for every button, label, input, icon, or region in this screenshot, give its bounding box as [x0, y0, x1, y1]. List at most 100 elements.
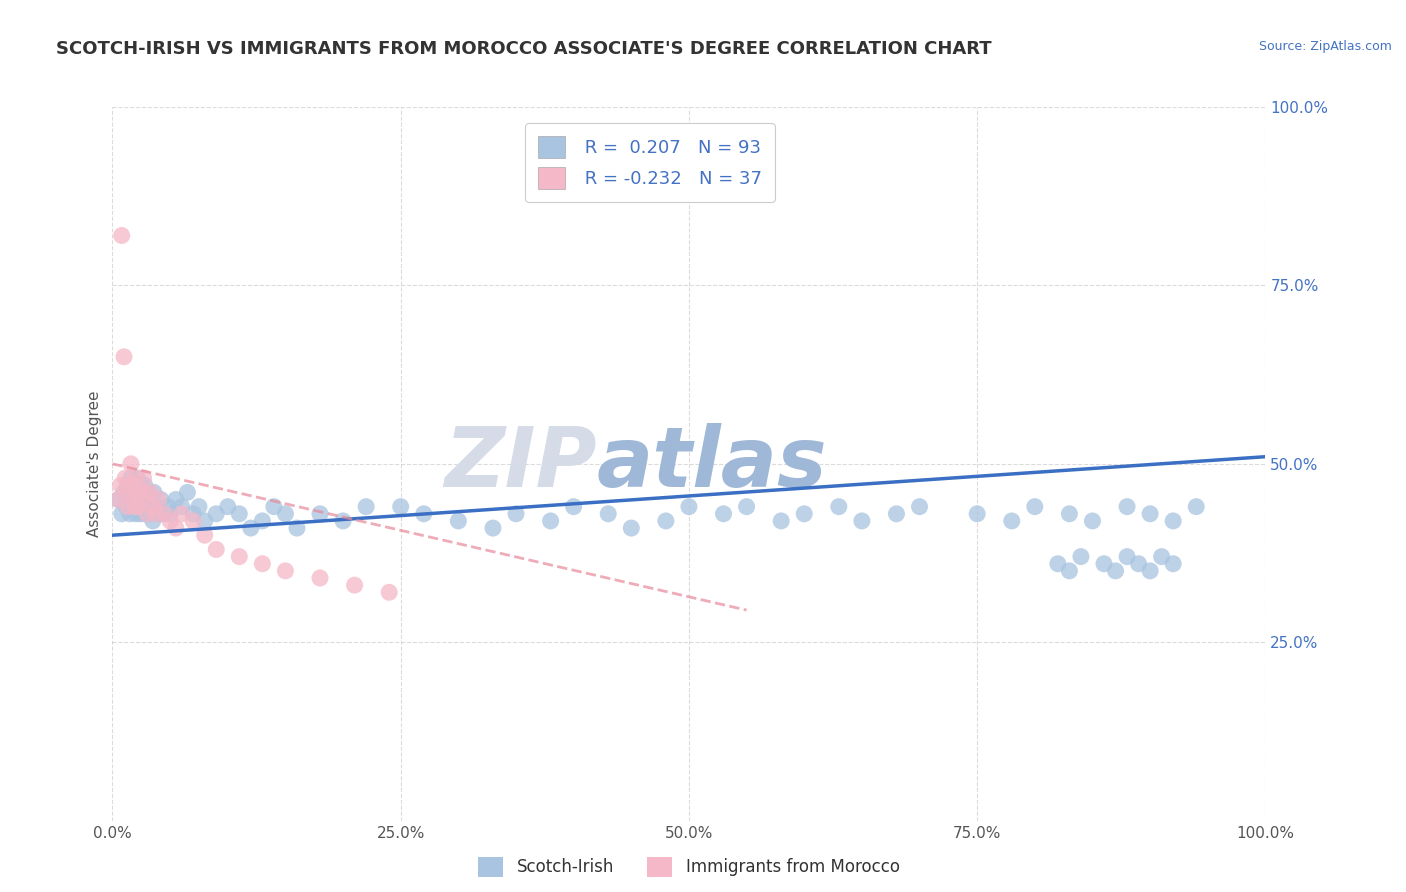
Point [205, 507, 228, 521]
Point [142, 514, 165, 528]
Point [378, 585, 401, 599]
Point [124, 500, 146, 514]
Point [128, 485, 150, 500]
Point [134, 507, 156, 521]
Point [120, 457, 142, 471]
Point [309, 571, 332, 585]
Point [135, 492, 157, 507]
Point [713, 507, 735, 521]
Point [1116, 549, 1139, 564]
Point [274, 507, 297, 521]
Point [153, 507, 176, 521]
Point [1001, 514, 1024, 528]
Point [127, 500, 149, 514]
Point [194, 514, 217, 528]
Point [447, 514, 470, 528]
Point [1139, 564, 1161, 578]
Point [735, 500, 758, 514]
Point [1059, 507, 1081, 521]
Point [139, 485, 162, 500]
Point [1150, 549, 1173, 564]
Point [165, 521, 187, 535]
Point [482, 521, 505, 535]
Point [505, 507, 527, 521]
Point [136, 500, 159, 514]
Point [1116, 500, 1139, 514]
Point [121, 485, 143, 500]
Text: SCOTCH-IRISH VS IMMIGRANTS FROM MOROCCO ASSOCIATE'S DEGREE CORRELATION CHART: SCOTCH-IRISH VS IMMIGRANTS FROM MOROCCO … [56, 40, 991, 58]
Point [1070, 549, 1092, 564]
Point [908, 500, 931, 514]
Point [117, 500, 139, 514]
Point [120, 471, 142, 485]
Point [153, 507, 176, 521]
Point [132, 471, 155, 485]
Point [1185, 500, 1208, 514]
Point [389, 500, 412, 514]
Point [127, 471, 149, 485]
Point [170, 507, 193, 521]
Point [1059, 564, 1081, 578]
Point [129, 478, 153, 492]
Point [886, 507, 908, 521]
Point [793, 507, 815, 521]
Point [170, 500, 193, 514]
Point [118, 492, 141, 507]
Point [149, 492, 172, 507]
Point [309, 507, 332, 521]
Point [228, 549, 250, 564]
Point [125, 485, 148, 500]
Point [118, 478, 141, 492]
Point [678, 500, 700, 514]
Point [332, 514, 354, 528]
Point [1161, 514, 1184, 528]
Point [181, 514, 204, 528]
Point [145, 507, 167, 521]
Point [194, 528, 217, 542]
Point [107, 492, 129, 507]
Point [274, 564, 297, 578]
Point [1104, 564, 1126, 578]
Point [181, 507, 204, 521]
Point [107, 492, 129, 507]
Point [111, 228, 134, 243]
Point [114, 471, 136, 485]
Point [122, 500, 145, 514]
Point [117, 478, 139, 492]
Point [138, 507, 160, 521]
Point [159, 514, 181, 528]
Point [132, 485, 155, 500]
Point [1024, 500, 1046, 514]
Point [118, 507, 141, 521]
Point [143, 485, 166, 500]
Point [828, 500, 851, 514]
Text: ZIP: ZIP [444, 424, 596, 504]
Point [187, 500, 211, 514]
Point [412, 507, 434, 521]
Point [205, 542, 228, 557]
Point [217, 500, 239, 514]
Point [285, 521, 308, 535]
Point [142, 500, 165, 514]
Point [252, 514, 274, 528]
Point [1092, 557, 1115, 571]
Y-axis label: Associate's Degree: Associate's Degree [87, 391, 103, 537]
Point [148, 507, 170, 521]
Point [1046, 557, 1069, 571]
Point [124, 471, 146, 485]
Text: Source: ZipAtlas.com: Source: ZipAtlas.com [1258, 40, 1392, 54]
Point [145, 500, 167, 514]
Point [343, 578, 366, 592]
Point [131, 500, 153, 514]
Point [263, 500, 285, 514]
Point [176, 485, 198, 500]
Point [562, 500, 585, 514]
Point [129, 507, 152, 521]
Point [111, 507, 134, 521]
Point [127, 500, 149, 514]
Point [110, 478, 132, 492]
Point [125, 485, 148, 500]
Point [1161, 557, 1184, 571]
Point [148, 492, 170, 507]
Point [129, 492, 153, 507]
